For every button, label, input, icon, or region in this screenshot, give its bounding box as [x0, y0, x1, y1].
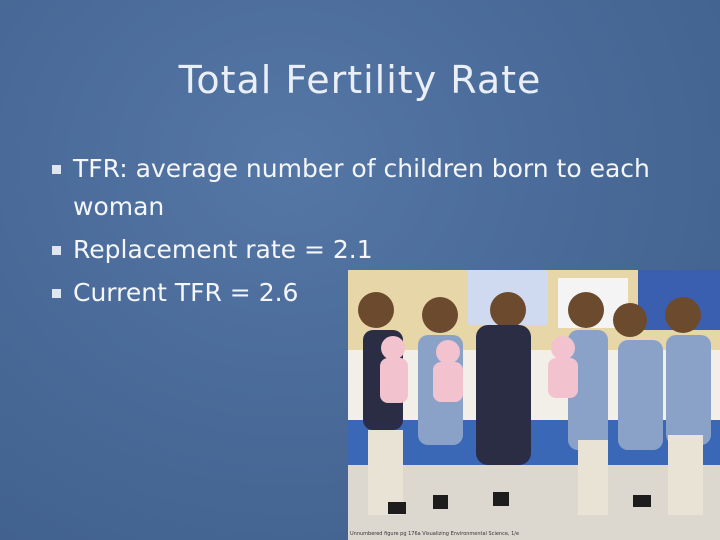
bullet-item: Replacement rate = 2.1	[52, 231, 652, 269]
photo-caption: Unnumbered figure pg 176a Visualizing En…	[350, 531, 520, 537]
bullet-marker	[52, 165, 61, 174]
slide-title: Total Fertility Rate	[178, 58, 542, 102]
bullet-text: Replacement rate = 2.1	[73, 235, 373, 264]
bullet-marker	[52, 289, 61, 298]
bullet-text: Current TFR = 2.6	[73, 278, 299, 307]
bullet-list: TFR: average number of children born to …	[52, 150, 652, 317]
bullet-marker	[52, 246, 61, 255]
bullet-text: TFR: average number of children born to …	[73, 154, 650, 221]
bullet-item: Current TFR = 2.6	[52, 274, 652, 312]
photo	[348, 270, 720, 540]
bullet-item: TFR: average number of children born to …	[52, 150, 652, 226]
